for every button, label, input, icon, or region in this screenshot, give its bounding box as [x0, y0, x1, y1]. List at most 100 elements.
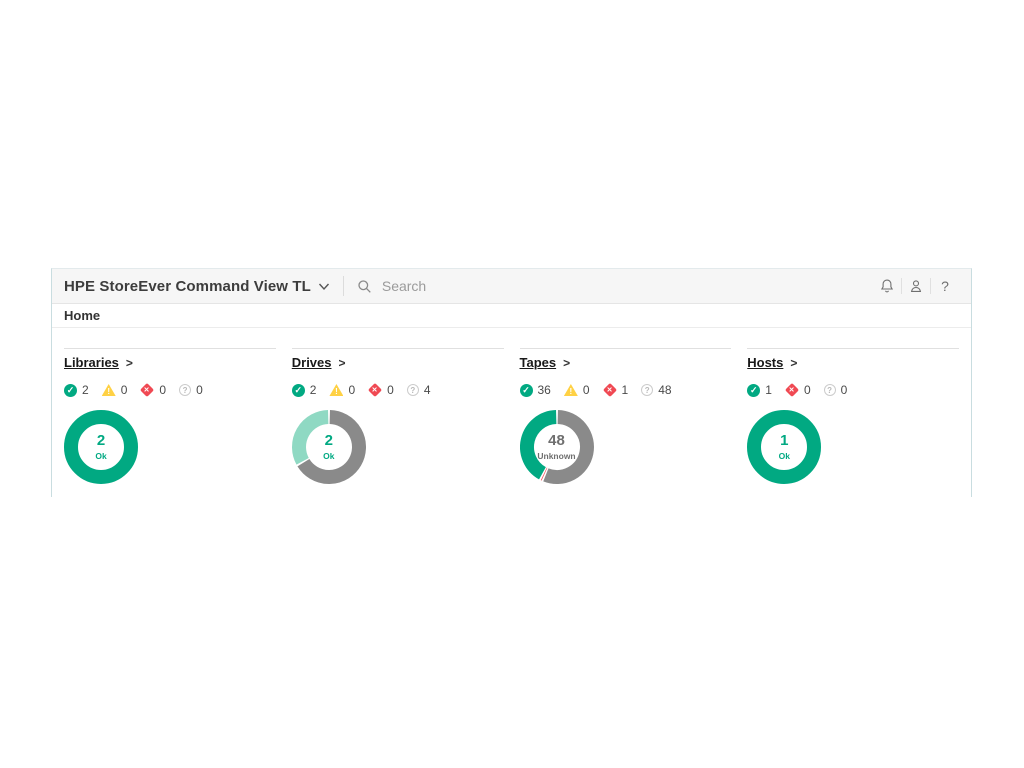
- donut-chart[interactable]: 48 Unknown: [519, 410, 594, 484]
- status-ok: ✓ 2: [291, 383, 317, 397]
- dashboard-columns: Libraries > ✓ 2! 0 ✕ 0? 0 2 Ok Drives > ✓ 2! 0 ✕…: [64, 348, 959, 484]
- help-button[interactable]: ?: [931, 275, 959, 297]
- donut-center-label: Unknown: [537, 451, 576, 462]
- section-link-drives[interactable]: Drives: [291, 355, 332, 370]
- ok-icon: ✓: [291, 383, 305, 397]
- status-warning: ! 0: [101, 383, 128, 397]
- notifications-icon: [879, 278, 895, 294]
- donut-center-label: Ok: [95, 451, 107, 462]
- breadcrumb-row: Home: [52, 304, 971, 328]
- ok-icon: ✓: [64, 383, 77, 397]
- topbar-actions: ?: [873, 275, 959, 297]
- section-header: Tapes >: [520, 355, 732, 370]
- dashboard-section: Drives > ✓ 2! 0 ✕ 0? 4 2 Ok: [291, 348, 504, 484]
- command-view-app-window: HPE StoreEver Command View TL: [51, 268, 972, 497]
- search-icon: [357, 279, 372, 294]
- status-count-error: 0: [387, 383, 394, 397]
- section-header: Hosts >: [747, 355, 959, 370]
- donut-center-value: 2: [96, 431, 106, 449]
- status-row: ✓ 36! 0 ✕ 1? 48: [519, 382, 732, 398]
- dashboard-section: Tapes > ✓ 36! 0 ✕ 1? 48 48 Unknown: [519, 348, 732, 484]
- section-header: Drives >: [292, 355, 504, 370]
- warning-icon: !: [101, 384, 116, 396]
- unknown-icon: ?: [823, 384, 836, 396]
- donut-center: 1 Ok: [761, 424, 807, 470]
- error-icon: ✕: [784, 382, 800, 398]
- section-link-libraries[interactable]: Libraries: [64, 355, 119, 370]
- section-caret-icon: >: [338, 355, 346, 370]
- donut-chart[interactable]: 2 Ok: [291, 410, 366, 484]
- donut-center: 48 Unknown: [534, 424, 580, 470]
- warning-icon: !: [563, 384, 578, 396]
- donut-chart[interactable]: 1 Ok: [747, 410, 822, 484]
- status-count-unknown: 4: [423, 383, 431, 397]
- status-count-ok: 1: [765, 383, 772, 397]
- status-row: ✓ 2! 0 ✕ 0? 4: [291, 382, 504, 398]
- notifications-button[interactable]: [873, 275, 901, 297]
- donut-center: 2 Ok: [306, 424, 352, 470]
- status-count-ok: 2: [309, 383, 317, 397]
- status-error: ✕ 0: [368, 382, 394, 398]
- status-count-unknown: 0: [840, 383, 848, 397]
- status-error: ✕ 0: [784, 382, 811, 398]
- icon-divider: [930, 278, 931, 294]
- status-count-warning: 0: [582, 383, 590, 397]
- help-icon: ?: [941, 278, 949, 294]
- search-input[interactable]: [379, 277, 804, 295]
- section-caret-icon: >: [125, 355, 133, 370]
- status-error: ✕ 1: [602, 382, 629, 398]
- user-icon: [908, 278, 924, 294]
- section-caret-icon: >: [790, 355, 798, 370]
- ok-icon: ✓: [519, 383, 533, 397]
- status-count-ok: 2: [82, 383, 89, 397]
- donut-chart[interactable]: 2 Ok: [64, 410, 138, 484]
- status-count-warning: 0: [348, 383, 356, 397]
- status-warning: ! 0: [329, 383, 355, 397]
- status-unknown: ? 0: [823, 383, 848, 397]
- unknown-icon: ?: [641, 384, 654, 396]
- unknown-icon: ?: [406, 384, 419, 396]
- donut-center-value: 48: [548, 431, 565, 449]
- status-count-warning: 0: [120, 383, 128, 397]
- status-count-error: 1: [621, 383, 629, 397]
- donut-center-value: 2: [324, 431, 333, 449]
- topbar-divider: [342, 276, 344, 296]
- dashboard-main: Libraries > ✓ 2! 0 ✕ 0? 0 2 Ok Drives > ✓ 2! 0 ✕…: [52, 328, 971, 484]
- status-count-unknown: 48: [658, 383, 672, 397]
- section-link-tapes[interactable]: Tapes: [519, 355, 557, 370]
- breadcrumb-home[interactable]: Home: [64, 308, 101, 323]
- section-link-hosts[interactable]: Hosts: [747, 355, 784, 370]
- error-icon: ✕: [140, 382, 155, 398]
- dashboard-section: Hosts > ✓ 1 ✕ 0? 0 1 Ok: [747, 348, 959, 484]
- donut-center-value: 1: [780, 431, 789, 449]
- donut-center-label: Ok: [778, 451, 790, 462]
- status-unknown: ? 48: [641, 383, 672, 397]
- status-count-error: 0: [803, 383, 811, 397]
- donut-center: 2 Ok: [78, 424, 124, 470]
- status-row: ✓ 1 ✕ 0? 0: [747, 382, 959, 398]
- error-icon: ✕: [602, 382, 617, 398]
- search-box: [357, 277, 873, 295]
- status-ok: ✓ 36: [519, 383, 551, 397]
- status-row: ✓ 2! 0 ✕ 0? 0: [64, 382, 276, 398]
- warning-icon: !: [329, 384, 344, 396]
- status-ok: ✓ 2: [64, 383, 89, 397]
- ok-icon: ✓: [747, 383, 761, 397]
- app-title: HPE StoreEver Command View TL: [64, 277, 311, 295]
- status-ok: ✓ 1: [747, 383, 772, 397]
- chevron-down-icon[interactable]: [318, 282, 330, 291]
- icon-divider: [901, 278, 902, 294]
- unknown-icon: ?: [179, 384, 192, 396]
- dashboard-section: Libraries > ✓ 2! 0 ✕ 0? 0 2 Ok: [64, 348, 276, 484]
- user-button[interactable]: [902, 275, 930, 297]
- section-header: Libraries >: [64, 355, 276, 370]
- donut-center-label: Ok: [323, 451, 335, 462]
- status-unknown: ? 0: [179, 383, 203, 397]
- status-warning: ! 0: [563, 383, 590, 397]
- status-count-error: 0: [159, 383, 167, 397]
- error-icon: ✕: [368, 382, 383, 398]
- status-error: ✕ 0: [140, 382, 167, 398]
- status-count-ok: 36: [537, 383, 551, 397]
- section-caret-icon: >: [563, 355, 571, 370]
- top-bar: HPE StoreEver Command View TL: [52, 269, 971, 304]
